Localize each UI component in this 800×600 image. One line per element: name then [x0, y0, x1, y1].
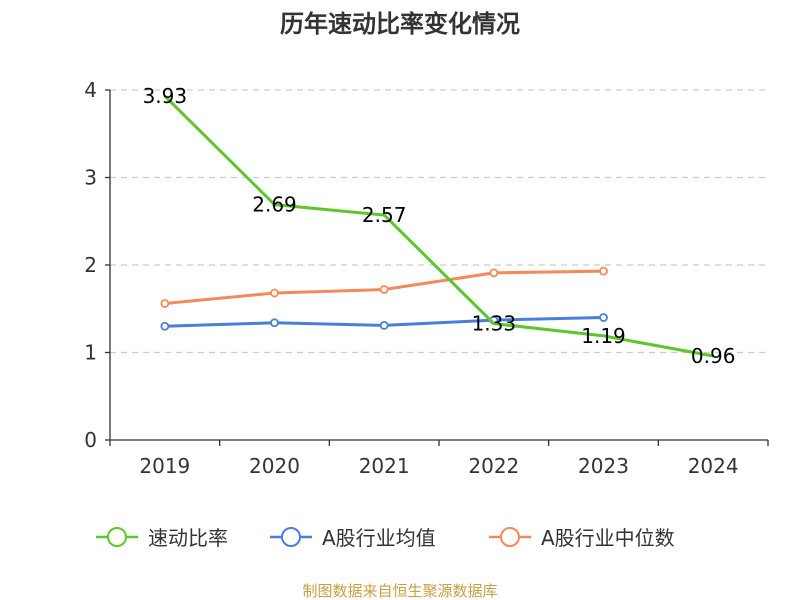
y-tick-label: 1 [84, 341, 97, 365]
data-label-2022: 1.33 [472, 312, 517, 336]
series-point-1 [379, 320, 389, 330]
legend-item-0[interactable]: 速动比率 [96, 526, 228, 550]
chart-title: 历年速动比率变化情况 [280, 10, 520, 38]
x-tick-label-2020: 2020 [249, 454, 300, 478]
series [160, 95, 714, 358]
legend-label: A股行业均值 [322, 526, 436, 550]
x-tick-label-2019: 2019 [139, 454, 190, 478]
data-label-2021: 2.57 [362, 203, 407, 227]
legend-marker-icon [281, 527, 301, 547]
legend-item-1[interactable]: A股行业均值 [270, 526, 436, 550]
legend-label: 速动比率 [148, 526, 228, 550]
grid [110, 89, 768, 354]
data-label-2024: 0.96 [691, 344, 736, 368]
data-label-2019: 3.93 [143, 84, 188, 108]
series-point-1 [599, 313, 608, 322]
series-point-2 [379, 285, 389, 294]
data-label-2020: 2.69 [252, 193, 297, 217]
legend-label: A股行业中位数 [541, 526, 675, 550]
y-tick-label: 4 [84, 78, 97, 102]
x-tick-label-2023: 2023 [578, 454, 629, 478]
series-line-0 [163, 95, 714, 358]
data-labels: 3.93 2.69 2.57 1.33 1.19 0.96 [143, 84, 736, 368]
x-tick-label-2021: 2021 [359, 454, 410, 478]
series-point-1 [160, 321, 170, 331]
data-label-2023: 1.19 [581, 324, 626, 348]
legend-marker-icon [500, 527, 520, 547]
series-point-2 [489, 268, 499, 278]
y-tick-label: 3 [84, 166, 97, 190]
legend: 速动比率 A股行业均值 A股行业中位数 [96, 526, 675, 550]
series-point-1 [270, 318, 279, 328]
x-tick-label-2024: 2024 [688, 454, 739, 478]
legend-item-2[interactable]: A股行业中位数 [489, 526, 675, 550]
axes: 0 1 2 3 4 2019 2020 2021 2022 2023 2024 [84, 78, 769, 478]
series-point-2 [270, 288, 279, 298]
source-note: 制图数据来自恒生聚源数据库 [302, 582, 497, 600]
y-tick-label: 2 [84, 253, 97, 277]
y-tick-label: 0 [84, 428, 97, 452]
series-point-2 [160, 299, 170, 308]
legend-marker-icon [107, 527, 127, 547]
x-tick-label-2022: 2022 [468, 454, 519, 478]
series-point-2 [599, 266, 608, 276]
